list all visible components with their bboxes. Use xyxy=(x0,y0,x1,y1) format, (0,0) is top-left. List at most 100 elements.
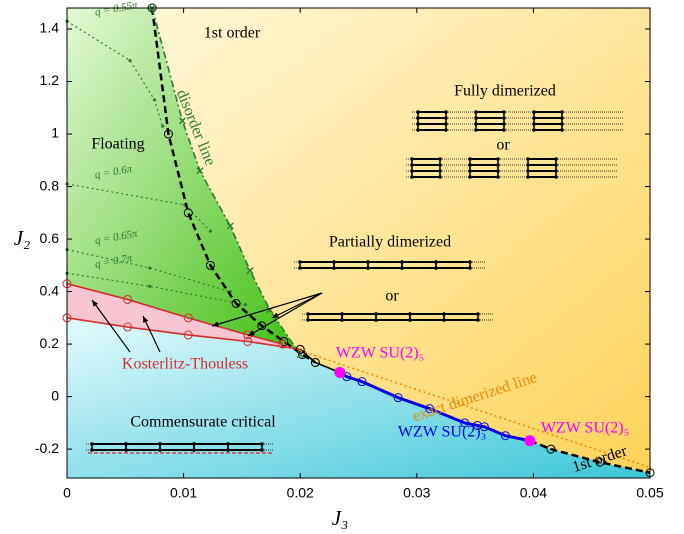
arrow-head xyxy=(143,316,149,323)
y-tick-label: 1.4 xyxy=(40,20,60,36)
ladder-site xyxy=(554,169,558,173)
marker xyxy=(183,330,193,340)
ladder-site xyxy=(332,266,336,270)
marker xyxy=(357,377,367,387)
critical-point xyxy=(334,366,346,378)
arrow-head xyxy=(248,330,255,336)
q-point xyxy=(243,303,247,307)
y-tick-label: 0.6 xyxy=(40,230,60,246)
ladder-site xyxy=(416,122,420,126)
ladder-site xyxy=(438,175,442,179)
q-point xyxy=(148,266,152,270)
y-tick-label: 0.8 xyxy=(40,177,60,193)
y-axis-title: J₂ xyxy=(14,226,31,250)
ladder-site xyxy=(442,318,446,322)
q-point xyxy=(148,284,152,288)
q-point xyxy=(208,229,213,233)
ladder-site xyxy=(502,110,506,114)
marker xyxy=(205,260,215,270)
boundary-line xyxy=(339,371,531,443)
marker xyxy=(425,404,435,414)
ladder-site xyxy=(158,442,162,446)
ladder-site xyxy=(474,116,478,120)
marker xyxy=(183,313,193,323)
marker xyxy=(310,357,320,367)
marker xyxy=(243,336,253,346)
ladder-site xyxy=(192,448,196,452)
ladder-site xyxy=(496,175,500,179)
y-tick-label: 0.2 xyxy=(40,335,60,351)
ladder-site xyxy=(496,157,500,161)
ladder-site xyxy=(298,266,302,270)
ladder-site xyxy=(502,128,506,132)
annotation: Kosterlitz-Thouless xyxy=(122,356,248,373)
region-floating xyxy=(67,8,301,355)
ladder-site xyxy=(496,163,500,167)
marker xyxy=(479,422,489,432)
marker xyxy=(546,444,556,454)
region-commensurate xyxy=(67,317,650,478)
q-point xyxy=(128,58,132,63)
y-tick-label: 0 xyxy=(51,387,59,403)
marker xyxy=(183,208,193,218)
ladder-site xyxy=(474,122,478,126)
ladder-site xyxy=(434,260,438,264)
x-tick-label: 0.01 xyxy=(170,485,197,501)
ladder-site xyxy=(532,110,536,114)
arrow xyxy=(91,299,131,353)
ladder-site xyxy=(340,318,344,322)
y-tick-label: -0.2 xyxy=(35,440,59,456)
arrow xyxy=(211,292,323,327)
ladder-site xyxy=(260,448,264,452)
ladder-site xyxy=(306,318,310,322)
frame xyxy=(66,7,651,479)
ladder-icon xyxy=(406,157,618,179)
marker xyxy=(278,339,288,349)
boundary-line xyxy=(66,282,283,345)
ladder-site xyxy=(408,318,412,322)
arrow-head xyxy=(92,300,99,307)
ladder-site xyxy=(560,110,564,114)
ladder-site xyxy=(260,442,264,446)
ladder-site xyxy=(476,312,480,316)
ladder-site xyxy=(340,312,344,316)
boundary-line xyxy=(529,439,651,474)
x-tick-label: 0.05 xyxy=(636,485,663,501)
ladder-site xyxy=(526,169,530,173)
ladder-site xyxy=(416,128,420,132)
annotation: WZW SU(2)₃ xyxy=(398,424,486,441)
ladder-site xyxy=(192,442,196,446)
ladder-site xyxy=(416,110,420,114)
ladder-site xyxy=(438,163,442,167)
ladder-site xyxy=(468,260,472,264)
ladder-site xyxy=(416,116,420,120)
marker xyxy=(295,344,305,354)
boundary-line xyxy=(299,349,651,469)
ladder-site xyxy=(408,312,412,316)
annotation: or xyxy=(496,137,510,154)
ladder-site xyxy=(532,122,536,126)
marker xyxy=(472,420,482,430)
x-tick-label: 0.03 xyxy=(403,485,430,501)
marker xyxy=(595,457,605,467)
ladder-site xyxy=(124,442,128,446)
ladder-site xyxy=(400,260,404,264)
marker xyxy=(196,167,204,175)
marker xyxy=(393,393,403,403)
ladder-site xyxy=(438,157,442,161)
ladder-site xyxy=(554,175,558,179)
ladder-site xyxy=(442,312,446,316)
ladder-site xyxy=(298,260,302,264)
ladder-site xyxy=(474,128,478,132)
ladder-site xyxy=(374,318,378,322)
arrow xyxy=(142,315,161,353)
marker xyxy=(163,129,173,139)
q-point xyxy=(152,98,157,102)
ladder-icon xyxy=(412,110,624,132)
annotation: Partially dimerized xyxy=(329,234,451,251)
arrow-head xyxy=(272,312,279,318)
annotation: or xyxy=(385,288,399,305)
annotation: WZW SU(2)₅ xyxy=(336,345,424,362)
